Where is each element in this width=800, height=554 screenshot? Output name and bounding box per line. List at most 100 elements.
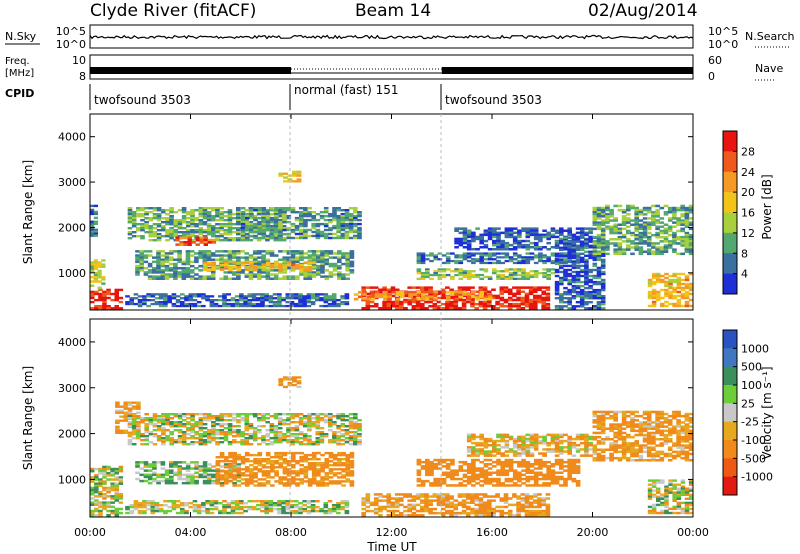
echo-cell-3 [127, 207, 133, 210]
echo-cell-3 [148, 227, 154, 230]
echo-cell-4 [316, 462, 321, 465]
echo-cell-0 [98, 480, 103, 483]
echo-cell-4 [270, 462, 275, 465]
echo-cell-15 [667, 206, 673, 210]
echo-cell-8 [336, 302, 341, 306]
echo-cell-14 [584, 268, 589, 272]
echo-cell-8 [272, 293, 278, 296]
echo-cell-15 [663, 250, 669, 253]
echo-cell-15 [672, 235, 677, 239]
echo-cell-15 [600, 227, 606, 231]
echo-cell-8 [243, 304, 248, 308]
echo-cell-6 [361, 503, 366, 507]
echo-cell-2 [315, 427, 321, 430]
echo-cell-8 [306, 304, 312, 308]
echo-cell-9 [432, 302, 438, 306]
echo-cell-13 [542, 233, 547, 237]
echo-cell-15 [626, 204, 631, 208]
echo-cell-3 [131, 219, 137, 222]
echo-cell-10 [378, 295, 384, 299]
echo-cell-5 [239, 511, 244, 515]
echo-cell-4 [316, 470, 321, 473]
echo-cell-2 [273, 413, 279, 416]
echo-cell-2 [90, 222, 95, 225]
echo-cell-8 [213, 302, 219, 306]
echo-cell-11 [525, 272, 531, 275]
echo-cell-9 [512, 302, 517, 306]
echo-cell-15 [609, 215, 614, 218]
echo-cell-3 [240, 217, 245, 220]
echo-cell-2 [244, 419, 250, 422]
echo-cell-9 [487, 300, 492, 304]
echo-cell-8 [260, 302, 265, 306]
echo-cell-6 [386, 501, 392, 504]
echo-cell-2 [323, 433, 329, 436]
echo-cell-4 [316, 464, 321, 467]
echo-cell-0 [98, 469, 103, 473]
echo-cell-5 [290, 224, 296, 228]
echo-cell-15 [634, 208, 639, 212]
nsearch-label: N.Search [745, 30, 795, 43]
echo-cell-3 [273, 223, 279, 226]
echo-cell-3 [228, 467, 233, 470]
echo-cell-5 [357, 211, 362, 214]
echo-cell-2 [181, 423, 187, 426]
echo-cell-6 [324, 252, 329, 255]
echo-cell-9 [382, 288, 387, 291]
echo-cell-15 [642, 223, 648, 226]
echo-cell-9 [545, 298, 551, 302]
echo-cell-8 [243, 301, 248, 304]
echo-cell-0 [102, 300, 107, 304]
echo-cell-14 [554, 307, 560, 310]
echo-cell-6 [139, 250, 144, 253]
echo-cell-2 [186, 443, 191, 446]
echo-cell-6 [257, 275, 262, 278]
echo-cell-15 [655, 248, 660, 251]
echo-cell-2 [202, 431, 208, 434]
echo-cell-5 [282, 228, 287, 232]
echo-cell-2 [207, 437, 212, 440]
echo-cell-2 [348, 435, 354, 438]
echo-cell-4 [324, 466, 330, 469]
echo-cell-7 [244, 261, 250, 265]
echo-cell-2 [257, 425, 262, 428]
echo-cell-6 [189, 277, 195, 280]
echo-cell-8 [260, 299, 265, 302]
echo-cell-5 [348, 222, 354, 226]
echo-cell-6 [223, 250, 229, 253]
echo-cell-13 [471, 233, 476, 237]
echo-cell-4 [236, 468, 242, 471]
echo-cell-5 [222, 507, 227, 511]
echo-cell-13 [492, 235, 497, 239]
echo-cell-9 [541, 286, 546, 289]
echo-cell-0 [106, 305, 111, 308]
echo-cell-4 [240, 456, 246, 459]
echo-cell-8 [277, 299, 282, 302]
echo-cell-15 [596, 244, 602, 247]
echo-cell-3 [144, 231, 149, 234]
echo-cell-4 [240, 458, 246, 461]
echo-cell-3 [181, 473, 187, 477]
power-heatmap [90, 170, 693, 310]
echo-cell-15 [638, 235, 644, 239]
echo-cell-11 [500, 273, 505, 277]
echo-cell-6 [403, 509, 408, 513]
echo-cell-9 [512, 305, 517, 308]
echo-cell-9 [365, 300, 371, 304]
echo-cell-9 [428, 305, 433, 308]
echo-cell-9 [482, 290, 488, 293]
echo-cell-4 [244, 484, 250, 487]
echo-cell-12 [554, 256, 560, 259]
echo-cell-10 [466, 295, 472, 299]
echo-cell-2 [127, 435, 133, 438]
echo-cell-3 [223, 237, 229, 240]
echo-cell-5 [353, 211, 358, 214]
echo-cell-4 [332, 458, 338, 461]
echo-cell-6 [168, 262, 174, 266]
echo-cell-8 [150, 295, 156, 298]
echo-cell-4 [224, 470, 229, 473]
echo-cell-14 [579, 290, 585, 294]
echo-cell-3 [152, 473, 157, 477]
echo-cell-4 [278, 476, 283, 479]
